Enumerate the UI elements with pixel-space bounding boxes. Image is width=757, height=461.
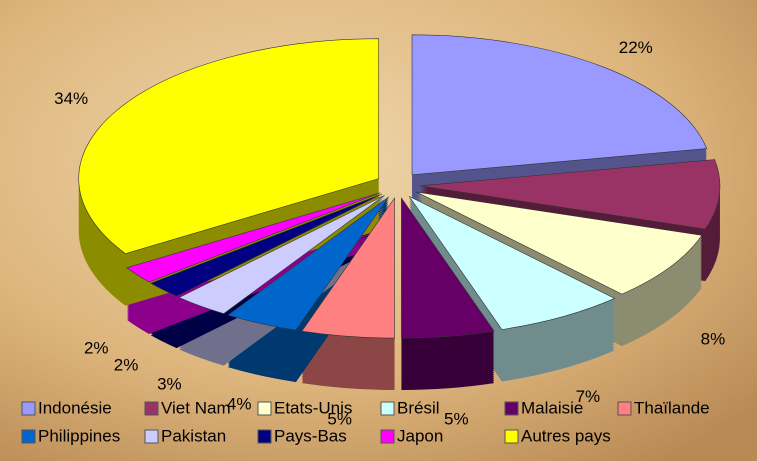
slice (78, 38, 380, 254)
data-label: 8% (701, 329, 726, 348)
data-label: 7% (576, 387, 601, 406)
legend-label: Pays-Bas (274, 426, 347, 445)
data-label: 4% (227, 395, 252, 414)
legend-label: Indonésie (38, 398, 112, 417)
legend-swatch (257, 429, 272, 444)
slice (227, 196, 389, 331)
legend-swatch (257, 401, 272, 416)
legend-swatch (380, 429, 395, 444)
data-label: 2% (84, 339, 109, 358)
data-label: 34% (54, 89, 88, 108)
slice (126, 192, 381, 283)
legend-swatch (144, 401, 159, 416)
legend-label: Viet Nam (161, 398, 231, 417)
legend-label: Pakistan (161, 426, 226, 445)
slice (419, 159, 721, 230)
slice (416, 191, 703, 295)
data-label: 5% (327, 409, 352, 428)
slice (150, 193, 383, 297)
slice (408, 196, 616, 330)
legend-swatch (504, 401, 519, 416)
data-label: 3% (157, 374, 182, 393)
slice (411, 34, 708, 176)
legend-swatch (617, 401, 632, 416)
legend-label: Brésil (397, 398, 440, 417)
data-label: 5% (444, 409, 469, 428)
data-label: 22% (619, 38, 653, 57)
slice (301, 197, 395, 339)
legend-label: Autres pays (521, 426, 611, 445)
legend-label: Japon (397, 426, 443, 445)
legend-swatch (21, 401, 36, 416)
legend-swatch (144, 429, 159, 444)
legend-label: Malaisie (521, 398, 583, 417)
data-label: 2% (114, 356, 139, 375)
legend-label: Philippines (38, 426, 120, 445)
legend-swatch (504, 429, 519, 444)
legend-label: Thaïlande (634, 398, 710, 417)
legend-swatch (380, 401, 395, 416)
slice (178, 195, 385, 314)
legend-swatch (21, 429, 36, 444)
legend-label: Etats-Unis (274, 398, 352, 417)
slice (401, 197, 495, 339)
